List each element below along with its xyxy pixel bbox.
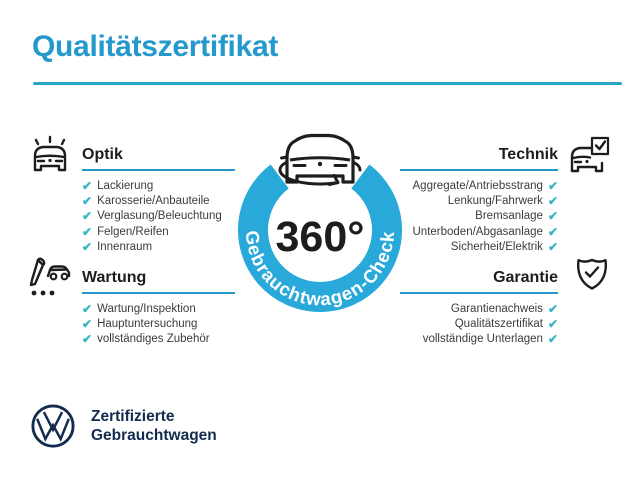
page-title: Qualitätszertifikat bbox=[32, 30, 279, 63]
check-list-label: Lackierung bbox=[97, 179, 154, 192]
check-list-item: ✔ Innenraum bbox=[82, 240, 235, 255]
wartung-check-list: ✔ Wartung/Inspektion ✔ Hauptuntersuchung ✔ vo… bbox=[82, 301, 235, 347]
check-list-label: Garantienachweis bbox=[450, 302, 543, 315]
section-title-technik: Technik bbox=[498, 146, 558, 163]
checkmark-icon: ✔ bbox=[547, 224, 558, 239]
checkmark-icon: ✔ bbox=[82, 317, 93, 332]
check-list-label: Hauptuntersuchung bbox=[97, 318, 198, 331]
checkmark-icon: ✔ bbox=[547, 317, 558, 332]
check-list-item: ✔ Karosserie/Anbauteile bbox=[82, 193, 235, 208]
section-garantie: Garantie ✔ Garantienachweis ✔ Qualitätszert… bbox=[400, 269, 558, 347]
check-list-item: ✔ Sicherheit/Elektrik bbox=[400, 240, 558, 255]
check-list-label: Verglasung/Beleuchtung bbox=[97, 210, 222, 223]
check-list-item: ✔ Aggregate/Antriebsstrang bbox=[400, 178, 558, 193]
badge-ring bbox=[238, 164, 402, 313]
check-list-label: Sicherheit/Elektrik bbox=[450, 241, 543, 254]
checkmark-icon: ✔ bbox=[547, 301, 558, 316]
check-list-item: ✔ Bremsanlage bbox=[400, 209, 558, 224]
car-360-icon bbox=[280, 133, 360, 184]
vw-logo bbox=[31, 404, 75, 448]
checkmark-icon: ✔ bbox=[547, 240, 558, 255]
section-title-wartung: Wartung bbox=[82, 269, 147, 286]
check-list-item: ✔ Lenkung/Fahrwerk bbox=[400, 193, 558, 208]
check-list-label: Lenkung/Fahrwerk bbox=[447, 195, 543, 208]
rotation-arrow-icon bbox=[278, 168, 340, 186]
section-rule bbox=[400, 292, 558, 294]
check-list-item: ✔ Qualitätszertifikat bbox=[400, 316, 558, 331]
check-list-label: Qualitätszertifikat bbox=[454, 318, 543, 331]
check-list-label: vollständige Unterlagen bbox=[422, 333, 543, 346]
title-divider bbox=[33, 82, 622, 85]
section-technik: Technik ✔ Aggregate/Antriebsstrang ✔ Lenkun… bbox=[400, 146, 558, 255]
section-title-optik: Optik bbox=[82, 146, 123, 163]
check-list-item: ✔ Verglasung/Beleuchtung bbox=[82, 209, 235, 224]
check-list-item: ✔ Hauptuntersuchung bbox=[82, 316, 235, 331]
section-rule bbox=[400, 169, 558, 171]
section-rule bbox=[82, 169, 235, 171]
optik-check-list: ✔ Lackierung ✔ Karosserie/Anbauteile ✔ Vergla… bbox=[82, 178, 235, 255]
checkmark-icon: ✔ bbox=[547, 178, 558, 193]
checkmark-icon: ✔ bbox=[82, 240, 93, 255]
check-list-label: Karosserie/Anbauteile bbox=[97, 195, 210, 208]
checkmark-icon: ✔ bbox=[547, 332, 558, 347]
check-list-item: ✔ vollständige Unterlagen bbox=[400, 332, 558, 347]
checkmark-icon: ✔ bbox=[82, 209, 93, 224]
technik-check-list: ✔ Aggregate/Antriebsstrang ✔ Lenkung/Fahrwe… bbox=[400, 178, 559, 255]
check-list-label: Innenraum bbox=[97, 241, 153, 254]
check-list-item: ✔ Wartung/Inspektion bbox=[82, 301, 235, 316]
ring-360-badge: Gebrauchtwagen-Check 360° bbox=[238, 133, 402, 313]
degree-label: 360° bbox=[276, 213, 365, 261]
checkmark-icon: ✔ bbox=[82, 194, 93, 209]
checkmark-icon: ✔ bbox=[547, 194, 558, 209]
check-list-item: ✔ Felgen/Reifen bbox=[82, 224, 235, 239]
check-list-item: ✔ Unterboden/Abgasanlage bbox=[400, 224, 559, 239]
section-wartung: Wartung ✔ Wartung/Inspektion ✔ Hauptuntersu… bbox=[82, 269, 235, 347]
car-checkbox-icon bbox=[570, 136, 610, 173]
check-list-label: Bremsanlage bbox=[475, 210, 543, 223]
section-optik: Optik ✔ Lackierung ✔ Karosserie/Anbauteile ✔… bbox=[82, 146, 235, 255]
check-list-item: ✔ Garantienachweis bbox=[400, 301, 558, 316]
shield-check-icon bbox=[576, 258, 608, 290]
brand-claim-line1: Zertifizierte bbox=[91, 407, 175, 425]
check-list-item: ✔ Lackierung bbox=[82, 178, 235, 193]
checkmark-icon: ✔ bbox=[82, 332, 93, 347]
car-shine-icon bbox=[33, 135, 67, 172]
garantie-check-list: ✔ Garantienachweis ✔ Qualitätszertifikat ✔ vo… bbox=[400, 301, 558, 347]
check-list-label: vollständiges Zubehör bbox=[97, 333, 210, 346]
section-rule bbox=[82, 292, 235, 294]
brand-claim: Zertifizierte Gebrauchtwagen bbox=[91, 407, 217, 446]
check-list-label: Wartung/Inspektion bbox=[97, 302, 196, 315]
checkmark-icon: ✔ bbox=[547, 209, 558, 224]
check-list-item: ✔ vollständiges Zubehör bbox=[82, 332, 235, 347]
brand-claim-line2: Gebrauchtwagen bbox=[91, 427, 217, 444]
checkmark-icon: ✔ bbox=[82, 178, 93, 193]
check-list-label: Unterboden/Abgasanlage bbox=[412, 225, 543, 238]
checkmark-icon: ✔ bbox=[82, 301, 93, 316]
section-title-garantie: Garantie bbox=[493, 269, 558, 286]
pencil-car-icon bbox=[29, 257, 71, 296]
check-list-label: Felgen/Reifen bbox=[97, 225, 169, 238]
checkmark-icon: ✔ bbox=[82, 224, 93, 239]
check-list-label: Aggregate/Antriebsstrang bbox=[412, 179, 543, 192]
brand-footer: Zertifizierte Gebrauchtwagen bbox=[30, 403, 217, 449]
